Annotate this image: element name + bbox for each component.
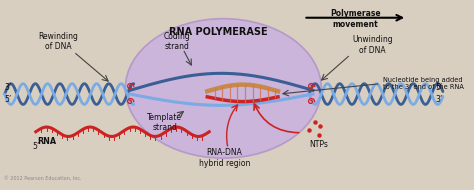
Text: Nucleotide being added
to the 3’ end of the RNA: Nucleotide being added to the 3’ end of … — [383, 77, 464, 90]
Ellipse shape — [125, 19, 321, 158]
Text: 5’: 5’ — [4, 95, 11, 104]
Text: RNA: RNA — [37, 137, 57, 146]
Text: Rewinding
of DNA: Rewinding of DNA — [38, 32, 78, 51]
Text: Unwinding
of DNA: Unwinding of DNA — [352, 35, 392, 55]
Text: 5’: 5’ — [32, 142, 39, 151]
Text: © 2012 Pearson Education, Inc.: © 2012 Pearson Education, Inc. — [4, 176, 81, 181]
Text: 3’: 3’ — [436, 95, 443, 104]
Text: NTPs: NTPs — [309, 140, 328, 150]
Text: 3’: 3’ — [4, 83, 11, 92]
Text: Polymerase
movement: Polymerase movement — [330, 9, 381, 29]
Text: RNA POLYMERASE: RNA POLYMERASE — [169, 27, 268, 37]
Text: RNA-DNA
hybrid region: RNA-DNA hybrid region — [199, 148, 250, 168]
Text: 5’: 5’ — [436, 83, 443, 92]
Text: Template
strand: Template strand — [147, 113, 182, 132]
Text: Coding
strand: Coding strand — [164, 32, 191, 51]
